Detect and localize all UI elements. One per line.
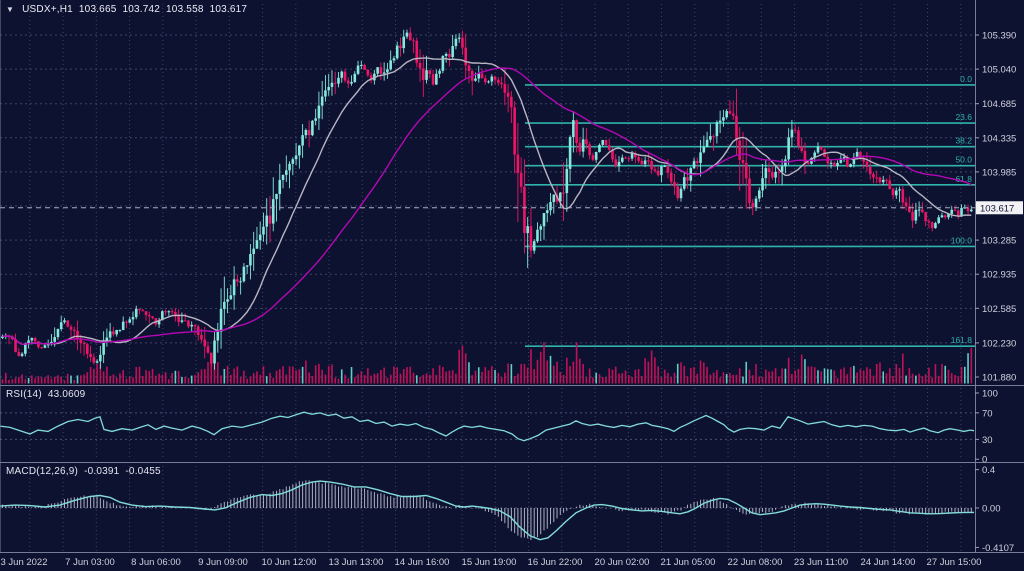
price-axis-label: 102.585 xyxy=(982,304,1016,315)
ohlc-open: 103.665 xyxy=(78,4,117,15)
time-axis-label: 14 Jun 16:00 xyxy=(395,557,450,568)
symbol-label: USDX+,H1 xyxy=(22,4,73,15)
fibonacci-retracement[interactable]: 0.0 23.6 38.2 50.0 61.8 100.0 161.8 xyxy=(525,74,975,348)
panel-borders xyxy=(0,0,1024,553)
time-axis[interactable]: 3 Jun 2022 7 Jun 03:00 8 Jun 06:00 9 Jun 09… xyxy=(0,557,981,568)
rsi-name: RSI(14) xyxy=(6,389,42,400)
symbol-ohlc-header: ▼ USDX+,H1 103.665 103.742 103.558 103.6… xyxy=(6,4,247,15)
time-axis-label: 8 Jun 06:00 xyxy=(131,557,181,568)
time-axis-label: 27 Jun 15:00 xyxy=(927,557,982,568)
time-axis-label: 16 Jun 22:00 xyxy=(528,557,583,568)
price-axis-label: 102.935 xyxy=(982,270,1016,281)
time-axis-label: 10 Jun 12:00 xyxy=(262,557,317,568)
time-axis-label: 13 Jun 13:00 xyxy=(329,557,384,568)
ohlc-close: 103.617 xyxy=(209,4,248,15)
time-axis-label: 9 Jun 09:00 xyxy=(198,557,248,568)
time-axis-label: 22 Jun 08:00 xyxy=(728,557,783,568)
price-axis-label: 103.985 xyxy=(982,167,1016,178)
price-axis-label: 105.040 xyxy=(982,65,1016,76)
fib-label-50.0: 50.0 xyxy=(955,155,972,165)
price-axis-label: 104.335 xyxy=(982,133,1016,144)
fib-label-38.2: 38.2 xyxy=(955,136,972,146)
time-axis-label: 23 Jun 11:00 xyxy=(794,557,848,568)
macd-value-main: -0.0391 xyxy=(84,466,120,477)
slow-ma xyxy=(2,67,972,345)
rsi-axis[interactable]: 100 70 30 0 xyxy=(975,389,998,466)
macd-panel[interactable] xyxy=(0,480,974,541)
fib-label-100.0: 100.0 xyxy=(951,235,973,245)
ohlc-low: 103.558 xyxy=(166,4,204,15)
macd-axis-label: 0.00 xyxy=(982,504,1001,515)
macd-axis[interactable]: 0.4 0.00 -0.4107 xyxy=(975,465,1014,554)
time-axis-label: 21 Jun 05:00 xyxy=(661,557,716,568)
rsi-panel[interactable] xyxy=(0,411,975,442)
rsi-indicator-label: RSI(14) 43.0609 xyxy=(6,389,85,400)
moving-averages xyxy=(2,57,972,345)
time-axis-label: 3 Jun 2022 xyxy=(0,557,47,568)
macd-value-signal: -0.0455 xyxy=(125,466,161,477)
price-axis-label: 102.230 xyxy=(982,338,1016,349)
fib-label-161.8: 161.8 xyxy=(951,335,973,345)
macd-name: MACD(12,26,9) xyxy=(6,466,79,477)
candlesticks xyxy=(1,27,973,370)
rsi-axis-label: 30 xyxy=(982,435,993,446)
rsi-axis-label: 0 xyxy=(982,455,987,466)
time-axis-label: 7 Jun 03:00 xyxy=(65,557,115,568)
price-axis-label: 101.880 xyxy=(982,373,1016,384)
price-axis[interactable]: 105.390 105.040 104.685 104.335 103.985 103.2… xyxy=(975,31,1016,384)
price-axis-label: 105.390 xyxy=(982,31,1016,42)
fib-label-0.0: 0.0 xyxy=(960,74,972,84)
macd-axis-label: 0.4 xyxy=(982,465,995,476)
symbol-dropdown-icon[interactable]: ▼ xyxy=(6,5,15,14)
macd-axis-label: -0.4107 xyxy=(982,543,1014,554)
time-axis-label: 15 Jun 19:00 xyxy=(462,557,517,568)
current-price-marker: 103.617 xyxy=(0,201,1023,215)
fib-label-61.8: 61.8 xyxy=(955,174,972,184)
macd-indicator-label: MACD(12,26,9) -0.0391 -0.0455 xyxy=(6,466,161,477)
rsi-axis-label: 70 xyxy=(982,408,993,419)
time-axis-label: 20 Jun 02:00 xyxy=(595,557,650,568)
fast-ma xyxy=(2,57,972,345)
current-price-tag xyxy=(976,201,1023,215)
macd-signal-line xyxy=(0,480,974,541)
volume-bars xyxy=(1,337,973,384)
rsi-value: 43.0609 xyxy=(47,389,86,400)
price-axis-label: 104.685 xyxy=(982,99,1016,110)
ohlc-high: 103.742 xyxy=(122,4,161,15)
fib-label-23.6: 23.6 xyxy=(955,112,972,122)
current-price-value: 103.617 xyxy=(980,203,1014,214)
rsi-axis-label: 100 xyxy=(982,389,998,400)
grid-lines xyxy=(0,4,975,551)
price-axis-label: 103.285 xyxy=(982,236,1016,247)
rsi-line xyxy=(0,411,975,442)
time-axis-label: 24 Jun 14:00 xyxy=(861,557,916,568)
